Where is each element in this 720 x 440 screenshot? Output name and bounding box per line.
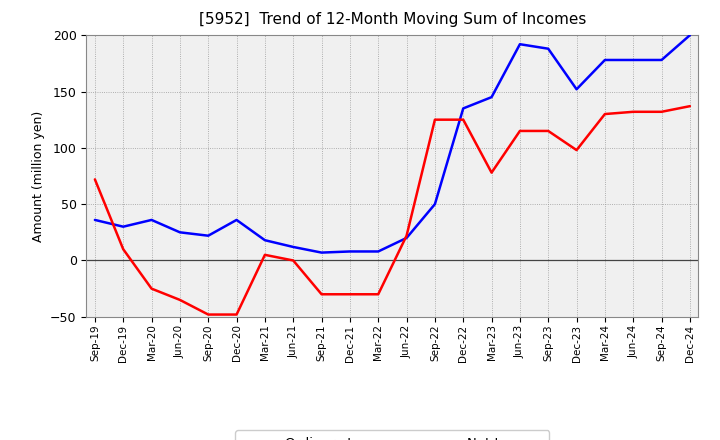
Ordinary Income [657, 57, 666, 62]
Ordinary Income [572, 87, 581, 92]
Net Income [402, 233, 411, 238]
Net Income [119, 246, 127, 252]
Net Income [685, 103, 694, 109]
Ordinary Income [233, 217, 241, 223]
Net Income [487, 170, 496, 175]
Ordinary Income [544, 46, 552, 51]
Ordinary Income [289, 244, 297, 249]
Net Income [289, 258, 297, 263]
Net Income [459, 117, 467, 122]
Ordinary Income [148, 217, 156, 223]
Net Income [544, 128, 552, 134]
Net Income [148, 286, 156, 291]
Ordinary Income [487, 95, 496, 100]
Line: Ordinary Income: Ordinary Income [95, 35, 690, 253]
Net Income [261, 252, 269, 257]
Ordinary Income [685, 33, 694, 38]
Ordinary Income [119, 224, 127, 229]
Net Income [629, 109, 637, 114]
Ordinary Income [346, 249, 354, 254]
Ordinary Income [431, 202, 439, 207]
Ordinary Income [459, 106, 467, 111]
Net Income [516, 128, 524, 134]
Net Income [318, 292, 326, 297]
Title: [5952]  Trend of 12-Month Moving Sum of Incomes: [5952] Trend of 12-Month Moving Sum of I… [199, 12, 586, 27]
Ordinary Income [176, 230, 184, 235]
Y-axis label: Amount (million yen): Amount (million yen) [32, 110, 45, 242]
Legend: Ordinary Income, Net Income: Ordinary Income, Net Income [235, 430, 549, 440]
Net Income [204, 312, 212, 317]
Ordinary Income [516, 41, 524, 47]
Line: Net Income: Net Income [95, 106, 690, 315]
Ordinary Income [600, 57, 609, 62]
Ordinary Income [261, 238, 269, 243]
Net Income [572, 147, 581, 153]
Net Income [91, 177, 99, 182]
Ordinary Income [91, 217, 99, 223]
Net Income [374, 292, 382, 297]
Net Income [233, 312, 241, 317]
Ordinary Income [629, 57, 637, 62]
Net Income [176, 297, 184, 303]
Ordinary Income [318, 250, 326, 255]
Ordinary Income [204, 233, 212, 238]
Net Income [431, 117, 439, 122]
Ordinary Income [402, 235, 411, 241]
Ordinary Income [374, 249, 382, 254]
Net Income [346, 292, 354, 297]
Net Income [657, 109, 666, 114]
Net Income [600, 111, 609, 117]
